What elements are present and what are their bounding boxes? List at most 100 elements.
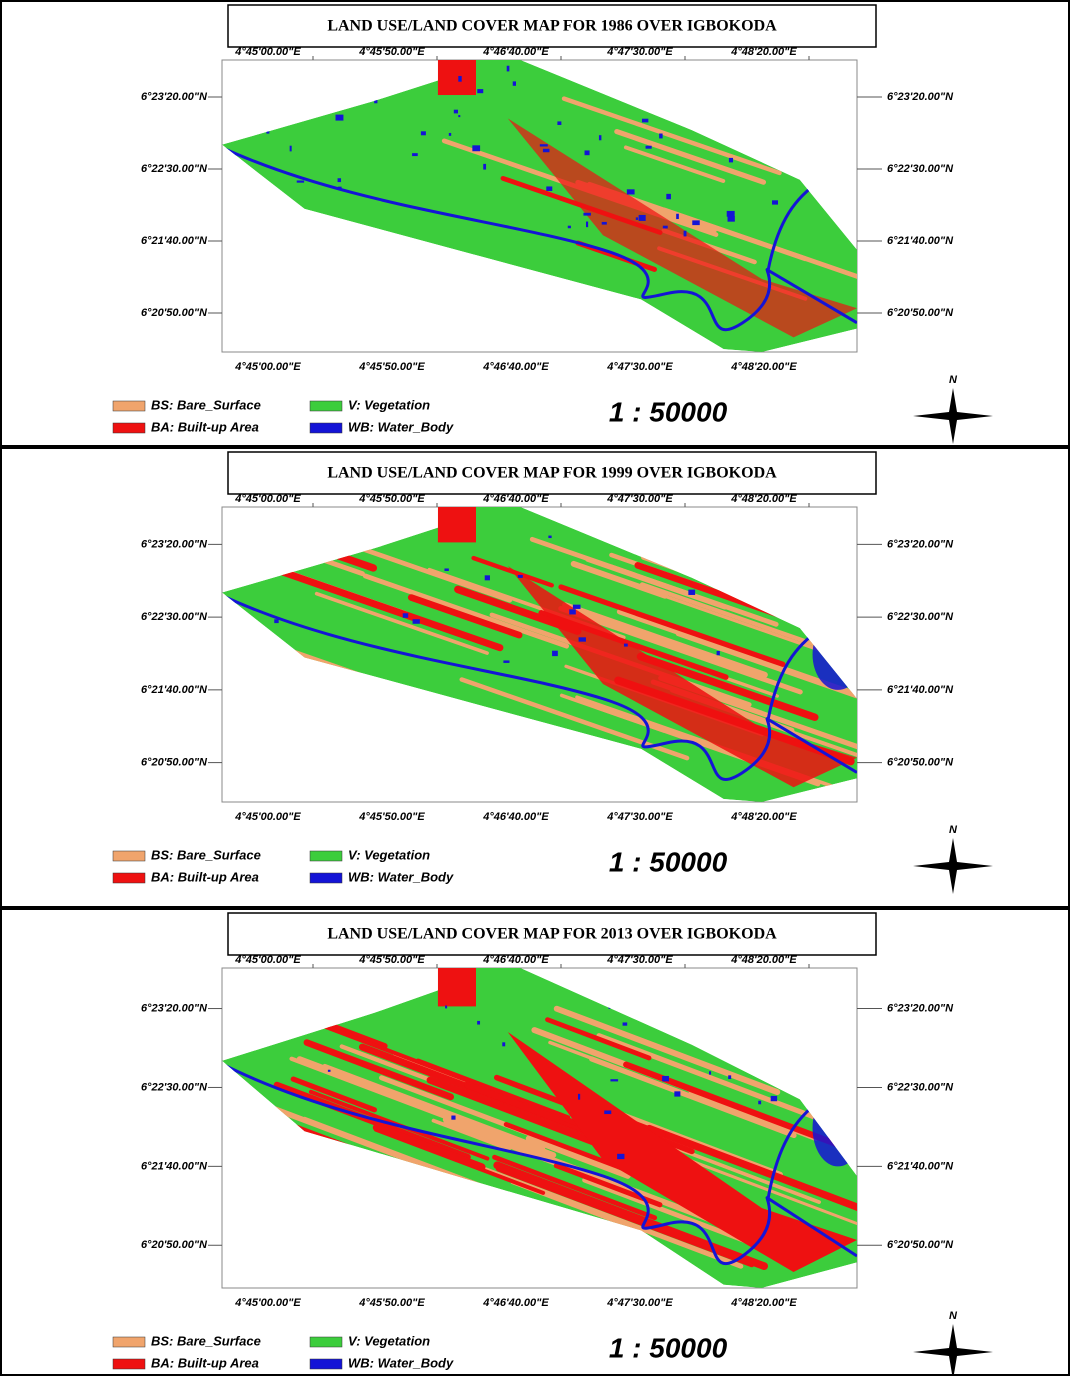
water-patch [646,146,652,149]
legend-label: WB: Water_Body [348,419,454,434]
lon-label-bottom: 4°47'30.00"E [606,361,673,373]
legend-label: V: Vegetation [348,397,430,412]
lat-label-left: 6°23'20.00"N [141,1002,208,1014]
lon-label-top: 4°45'00.00"E [234,46,301,58]
lon-label-bottom: 4°45'00.00"E [234,361,301,373]
scale-label: 1 : 50000 [609,846,728,877]
map-title: LAND USE/LAND COVER MAP FOR 1986 OVER IG… [327,18,777,35]
water-patch [684,231,687,237]
built-up-north [438,60,476,95]
lat-label-left: 6°21'40.00"N [141,1160,208,1172]
water-patch [602,222,607,225]
legend-label: BS: Bare_Surface [151,397,261,412]
north-arrow [913,388,993,444]
lon-label-top: 4°45'00.00"E [234,493,301,505]
water-patch [676,214,679,219]
water-patch [709,1071,711,1074]
lon-label-top: 4°48'20.00"E [730,954,797,966]
lat-label-right: 6°20'50.00"N [887,1239,954,1251]
water-patch [674,1091,680,1096]
lat-label-left: 6°22'30.00"N [141,611,208,623]
built-up-north [438,968,476,1006]
water-patch [692,220,699,225]
legend-label: BA: Built-up Area [151,1355,259,1370]
lon-label-bottom: 4°46'40.00"E [482,361,549,373]
legend-label: WB: Water_Body [348,869,454,884]
water-patch [274,619,278,623]
water-patch [771,1096,777,1101]
water-patch [458,76,461,82]
lat-label-right: 6°22'30.00"N [887,1081,954,1093]
legend-swatch [113,1359,145,1369]
legend-label: BS: Bare_Surface [151,847,261,862]
water-patch [729,158,733,162]
lon-label-top: 4°46'40.00"E [482,954,549,966]
water-patch [449,133,451,136]
lon-label-top: 4°45'50.00"E [358,954,425,966]
legend-label: BS: Bare_Surface [151,1333,261,1348]
water-patch [513,81,516,85]
water-patch [579,637,586,641]
map-title: LAND USE/LAND COVER MAP FOR 2013 OVER IG… [327,926,777,943]
legend-swatch [310,1359,342,1369]
water-patch [328,1070,331,1072]
water-patch [642,119,648,123]
water-patch [472,145,480,151]
lon-label-top: 4°46'40.00"E [482,493,549,505]
water-patch [403,613,408,618]
water-patch [548,536,551,538]
lat-label-left: 6°23'20.00"N [141,538,208,550]
legend-swatch [113,873,145,883]
water-patch [627,189,635,194]
north-label: N [949,824,958,836]
lon-label-bottom: 4°46'40.00"E [482,1297,549,1309]
lat-label-left: 6°22'30.00"N [141,163,208,175]
legend-label: BA: Built-up Area [151,869,259,884]
legend-swatch [113,401,145,411]
north-arrow [913,838,993,894]
water-patch [413,619,420,624]
lon-label-bottom: 4°47'30.00"E [606,1297,673,1309]
water-patch [727,211,735,217]
water-patch [604,1110,611,1114]
scale-label: 1 : 50000 [609,396,728,427]
water-patch [573,605,581,609]
legend-swatch [310,401,342,411]
water-patch [728,216,735,222]
lon-label-bottom: 4°48'20.00"E [730,361,797,373]
legend-swatch [113,423,145,433]
lat-label-right: 6°22'30.00"N [887,611,954,623]
water-patch [412,153,418,156]
panel: LAND USE/LAND COVER MAP FOR 1999 OVER IG… [1,448,1069,907]
water-patch [338,187,342,190]
lon-label-top: 4°45'00.00"E [234,954,301,966]
lat-label-left: 6°20'50.00"N [141,757,208,769]
water-patch [540,144,548,146]
water-patch [454,110,458,114]
lat-label-right: 6°22'30.00"N [887,163,954,175]
lon-label-top: 4°48'20.00"E [730,46,797,58]
water-patch [623,1022,628,1025]
scale-label: 1 : 50000 [609,1332,728,1363]
water-patch [583,213,591,216]
lon-label-top: 4°46'40.00"E [482,46,549,58]
lat-label-right: 6°20'50.00"N [887,757,954,769]
lon-label-bottom: 4°45'50.00"E [358,361,425,373]
lon-label-top: 4°47'30.00"E [606,46,673,58]
north-label: N [949,1310,958,1322]
water-patch [297,181,304,183]
lon-label-bottom: 4°45'00.00"E [234,811,301,823]
lon-label-bottom: 4°48'20.00"E [730,1297,797,1309]
water-patch [728,1075,731,1079]
water-patch [659,134,662,139]
water-patch [636,217,638,220]
legend-label: V: Vegetation [348,847,430,862]
lat-label-left: 6°20'50.00"N [141,307,208,319]
lon-label-bottom: 4°47'30.00"E [606,811,673,823]
water-patch [477,89,483,93]
water-patch [758,1101,761,1105]
water-patch [624,644,628,647]
lat-label-right: 6°21'40.00"N [887,684,954,696]
water-patch [568,226,571,229]
water-patch [444,568,448,571]
